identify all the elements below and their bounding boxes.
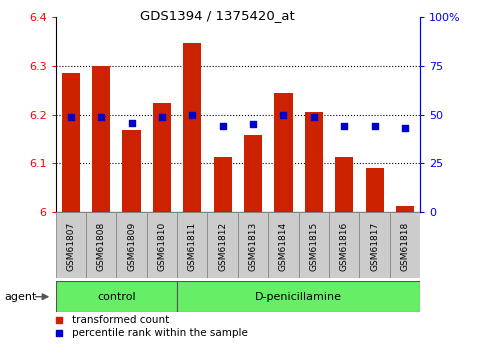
Text: GSM61816: GSM61816 — [340, 222, 349, 271]
Point — [280, 112, 287, 117]
Text: GSM61807: GSM61807 — [66, 222, 75, 271]
Point — [371, 124, 379, 129]
Text: control: control — [97, 292, 136, 302]
Text: GSM61811: GSM61811 — [188, 222, 197, 271]
Text: GDS1394 / 1375420_at: GDS1394 / 1375420_at — [140, 9, 295, 22]
Bar — [238, 212, 268, 278]
Bar — [116, 212, 147, 278]
Text: GSM61814: GSM61814 — [279, 222, 288, 271]
Point — [158, 114, 166, 119]
Text: D-penicillamine: D-penicillamine — [255, 292, 342, 302]
Point — [267, 132, 275, 138]
Point — [341, 124, 348, 129]
Bar — [56, 281, 177, 312]
Bar — [56, 212, 86, 278]
Bar — [359, 212, 390, 278]
Text: GSM61815: GSM61815 — [309, 222, 318, 271]
Bar — [298, 212, 329, 278]
Bar — [366, 168, 384, 212]
Text: agent: agent — [5, 292, 37, 302]
Bar — [177, 281, 420, 312]
Bar — [92, 66, 110, 212]
Text: GSM61812: GSM61812 — [218, 222, 227, 271]
Bar — [183, 42, 201, 212]
Text: GSM61810: GSM61810 — [157, 222, 167, 271]
Bar — [335, 157, 354, 212]
Bar — [147, 212, 177, 278]
Bar — [153, 102, 171, 212]
Bar — [305, 112, 323, 212]
Bar — [208, 212, 238, 278]
Bar — [274, 93, 293, 212]
Bar — [390, 212, 420, 278]
Bar — [86, 212, 116, 278]
Point — [310, 114, 318, 119]
Text: GSM61808: GSM61808 — [97, 222, 106, 271]
Bar — [177, 212, 208, 278]
Bar — [329, 212, 359, 278]
Text: percentile rank within the sample: percentile rank within the sample — [72, 328, 248, 338]
Point — [267, 249, 275, 255]
Bar — [122, 130, 141, 212]
Point — [188, 112, 196, 117]
Text: GSM61818: GSM61818 — [400, 222, 410, 271]
Bar — [244, 135, 262, 212]
Bar — [268, 212, 298, 278]
Point — [67, 114, 74, 119]
Text: transformed count: transformed count — [72, 315, 169, 325]
Point — [249, 122, 257, 127]
Point — [97, 114, 105, 119]
Point — [219, 124, 227, 129]
Bar — [62, 73, 80, 212]
Text: GSM61817: GSM61817 — [370, 222, 379, 271]
Point — [128, 120, 135, 125]
Text: GSM61809: GSM61809 — [127, 222, 136, 271]
Text: GSM61813: GSM61813 — [249, 222, 257, 271]
Bar — [396, 206, 414, 212]
Point — [401, 126, 409, 131]
Bar — [213, 157, 232, 212]
